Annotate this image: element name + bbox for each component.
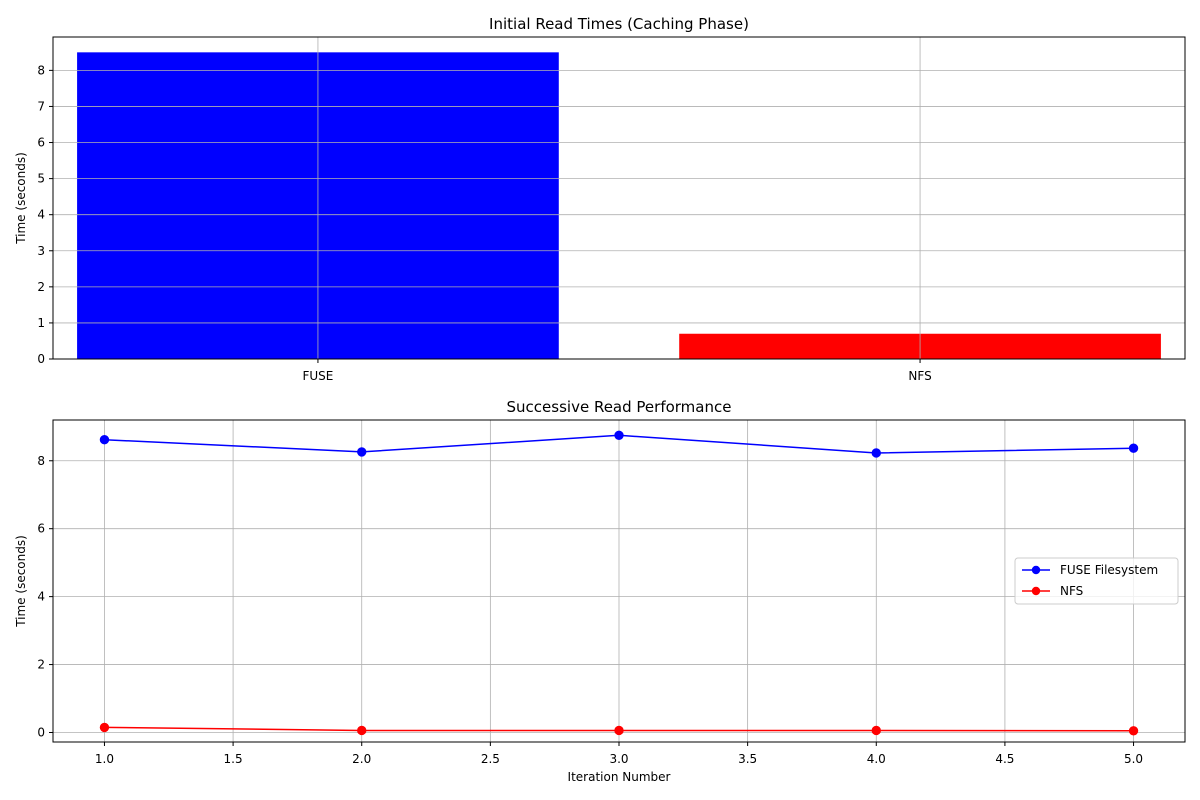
bar-chart-initial-read: Initial Read Times (Caching Phase) 0 1 2 3 4… <box>14 15 1186 383</box>
legend: FUSE Filesystem NFS <box>1014 557 1179 605</box>
y-tick-label: 2 <box>37 280 45 294</box>
y-tick-label: 8 <box>37 454 45 468</box>
bars <box>77 52 1161 359</box>
chart-title: Successive Read Performance <box>507 398 732 416</box>
x-tick-label: 3.0 <box>609 752 628 766</box>
legend-item: FUSE Filesystem <box>1022 563 1158 577</box>
legend-marker <box>1031 565 1041 575</box>
data-point <box>871 448 881 458</box>
series-lines <box>99 430 1139 736</box>
y-tick-label: 5 <box>37 172 45 186</box>
x-tick-label: 4.0 <box>867 752 886 766</box>
y-tick-label: 8 <box>37 63 45 77</box>
data-point <box>99 435 110 445</box>
chart-title: Initial Read Times (Caching Phase) <box>489 15 749 33</box>
legend-marker <box>1031 586 1041 596</box>
y-tick-label: 7 <box>37 99 45 113</box>
x-tick-label: 2.5 <box>481 752 500 766</box>
y-tick-label: 2 <box>37 658 45 672</box>
x-axis-ticks: 1.0 1.5 2.0 2.5 3.0 3.5 4.0 4.5 5.0 <box>95 742 1143 766</box>
data-point <box>1128 726 1139 736</box>
x-tick-label: 1.0 <box>95 752 114 766</box>
y-tick-label: 4 <box>37 208 45 222</box>
x-axis-ticks: FUSE NFS <box>302 359 932 383</box>
x-tick-label: 2.0 <box>352 752 371 766</box>
y-tick-label: 4 <box>37 590 45 604</box>
y-axis-ticks: 0 1 2 3 4 5 6 7 8 <box>37 63 53 366</box>
data-point <box>99 722 110 733</box>
x-tick-label: 5.0 <box>1124 752 1143 766</box>
data-point <box>614 430 624 440</box>
data-point <box>614 725 624 736</box>
series-fuse <box>99 430 1139 458</box>
x-axis-label: Iteration Number <box>568 770 671 784</box>
x-tick-label: 1.5 <box>224 752 243 766</box>
data-point <box>357 447 367 457</box>
y-tick-label: 0 <box>37 352 45 366</box>
x-tick-label: 4.5 <box>995 752 1014 766</box>
data-point <box>1128 443 1139 453</box>
legend-box <box>1014 557 1179 605</box>
y-tick-label: 6 <box>37 136 45 150</box>
series-nfs <box>99 722 1139 736</box>
gridlines <box>53 37 1185 360</box>
legend-label: NFS <box>1060 584 1083 598</box>
x-tick-label: NFS <box>908 369 931 383</box>
y-axis-label: Time (seconds) <box>14 535 28 628</box>
y-tick-label: 1 <box>37 316 45 330</box>
y-axis-label: Time (seconds) <box>14 152 28 245</box>
gridlines <box>53 420 1185 742</box>
legend-label: FUSE Filesystem <box>1060 563 1158 577</box>
x-tick-label: FUSE <box>302 369 333 383</box>
plot-frame <box>52 36 1186 360</box>
x-tick-label: 3.5 <box>738 752 757 766</box>
y-tick-label: 6 <box>37 522 45 536</box>
data-point <box>357 725 367 736</box>
y-tick-label: 0 <box>37 725 45 739</box>
legend-item: NFS <box>1022 584 1083 598</box>
data-point <box>871 725 881 736</box>
line-chart-successive-read: Successive Read Performance 0 2 4 6 8 1.0 1.5… <box>14 398 1186 784</box>
y-tick-label: 3 <box>37 244 45 258</box>
y-axis-ticks: 0 2 4 6 8 <box>37 454 53 739</box>
